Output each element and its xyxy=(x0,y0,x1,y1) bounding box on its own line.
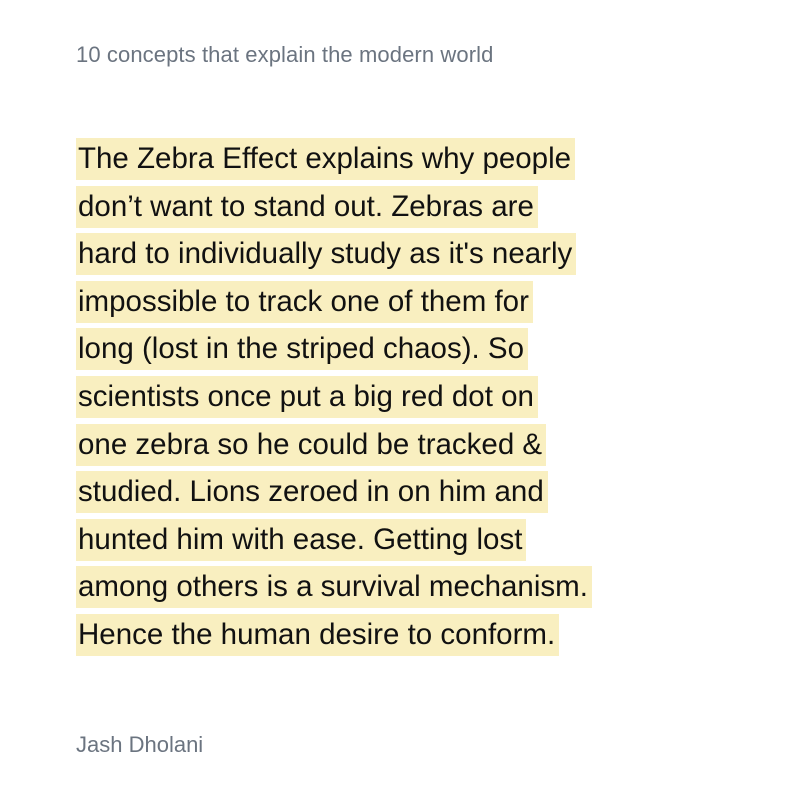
quote-line: impossible to track one of them for xyxy=(76,280,592,329)
quote-line: hard to individually study as it's nearl… xyxy=(76,233,592,281)
quote-line: don’t want to stand out. Zebras are xyxy=(76,185,592,234)
quote-line: Hence the human desire to conform. xyxy=(76,613,592,662)
quote-line-text: hard to individually study as it's nearl… xyxy=(76,233,577,276)
quote-line-text: scientists once put a big red dot on xyxy=(76,375,538,418)
quote-line: scientists once put a big red dot on xyxy=(76,375,592,424)
quote-line-text: hunted him with ease. Getting lost xyxy=(76,518,527,561)
quote-line-text: long (lost in the striped chaos). So xyxy=(76,328,529,371)
quote-line-text: studied. Lions zeroed in on him and xyxy=(76,471,548,514)
quote-line: among others is a survival mechanism. xyxy=(76,566,592,614)
quote-line: one zebra so he could be tracked & xyxy=(76,423,592,472)
author-name: Jash Dholani xyxy=(76,732,204,757)
quote-line-text: Hence the human desire to conform. xyxy=(76,613,560,656)
quote-line: long (lost in the striped chaos). So xyxy=(76,328,592,376)
quote-line: hunted him with ease. Getting lost xyxy=(76,518,592,567)
quote-line: studied. Lions zeroed in on him and xyxy=(76,471,592,519)
highlighted-quote: The Zebra Effect explains why people don… xyxy=(76,138,592,662)
quote-line: The Zebra Effect explains why people xyxy=(76,138,592,186)
quote-line-text: The Zebra Effect explains why people xyxy=(76,138,576,180)
quote-line-text: don’t want to stand out. Zebras are xyxy=(76,185,538,228)
quote-line-text: among others is a survival mechanism. xyxy=(76,566,592,609)
quote-line-text: one zebra so he could be tracked & xyxy=(76,423,547,466)
quote-line-text: impossible to track one of them for xyxy=(76,280,533,323)
series-title: 10 concepts that explain the modern worl… xyxy=(76,42,494,67)
